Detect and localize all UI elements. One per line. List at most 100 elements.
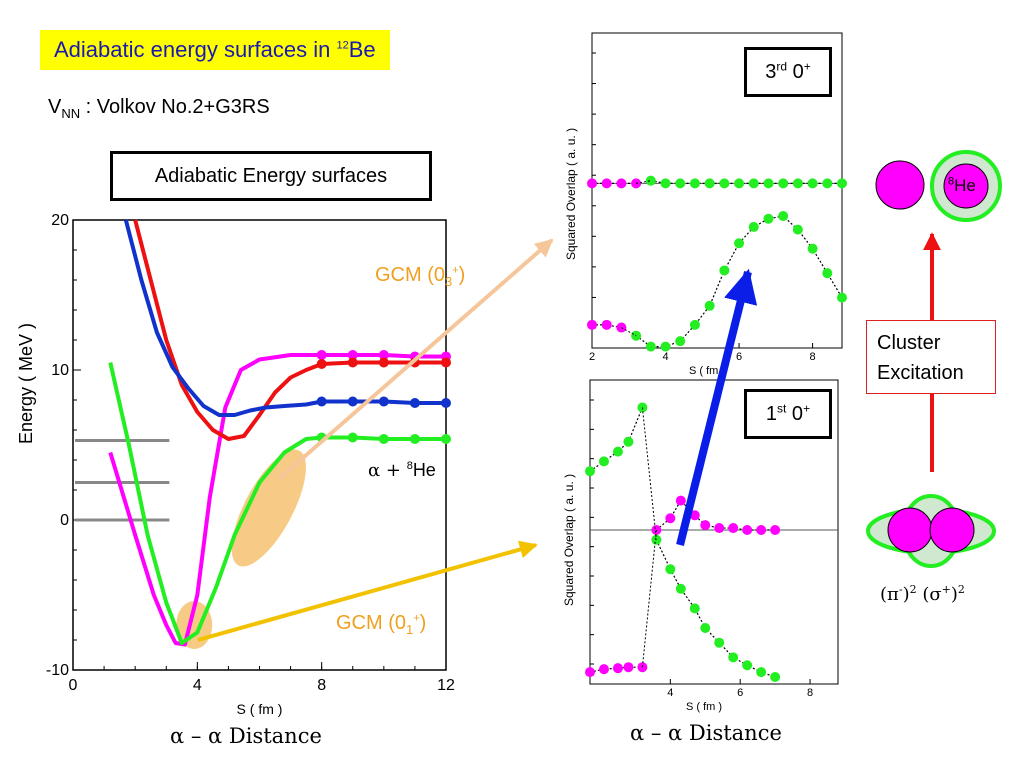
overlap-point-magenta: [601, 319, 612, 330]
overlap-point-magenta: [728, 523, 739, 534]
energy-point-magenta: [347, 350, 358, 360]
energy-point-red: [441, 357, 451, 368]
title-mass-number: 12: [336, 39, 349, 52]
cluster-excitation-box: Cluster Excitation: [866, 320, 996, 394]
third-state-label: 0: [787, 61, 804, 83]
overlap-connector: [621, 327, 637, 337]
main-distance-label: α – α Distance: [170, 724, 322, 748]
y-tick-label: 0: [60, 512, 69, 529]
overlap-point-green: [822, 268, 833, 279]
x-tick-label: 12: [437, 677, 455, 694]
third-state-box: 3rd 0+: [744, 47, 832, 97]
overlap-point-magenta: [742, 525, 753, 535]
sigma-close: ): [950, 584, 958, 605]
overlap-plot-frame: [589, 379, 839, 685]
potential-name: : Volkov No.2+G3RS: [80, 96, 270, 118]
gcm3-text: GCM (0: [375, 264, 445, 286]
third-state-parity: +: [803, 59, 811, 74]
overlap-connector: [636, 180, 651, 184]
orbital-config-label: (π-)2 (σ+)2: [880, 584, 965, 605]
overlap-point-green: [748, 221, 759, 232]
x-tick-label: 0: [69, 677, 78, 694]
overlap-point-magenta: [587, 178, 597, 189]
gcm3-subscript: 3: [445, 274, 453, 289]
overlap-point-magenta: [612, 663, 623, 674]
overlap-point-green: [778, 178, 789, 189]
overlap-point-green: [837, 178, 847, 189]
potential-label: VNN : Volkov No.2+G3RS: [48, 96, 270, 121]
third-state-number: 3: [765, 61, 777, 83]
x-tick-label: 2: [589, 351, 595, 363]
pi-open: (π: [880, 584, 899, 605]
overlap-point-magenta: [714, 523, 725, 534]
first-state-ordinal: st: [777, 401, 787, 416]
pi-close: ): [902, 584, 910, 605]
overlap-point-magenta: [689, 510, 700, 521]
gcm1-subscript: 1: [406, 622, 414, 637]
gcm-third-label: GCM (03+): [375, 264, 466, 289]
cluster-line-1: Cluster: [877, 332, 941, 354]
gcm1-text: GCM (0: [336, 612, 406, 634]
energy-curve-magenta: [108, 353, 446, 647]
overlap-point-green: [792, 178, 803, 189]
x-tick-label: 8: [810, 351, 816, 363]
potential-symbol: V: [48, 96, 62, 118]
gcm-first-label: GCM (01+): [336, 612, 427, 637]
x-tick-label: 4: [662, 351, 668, 363]
overlap-point-green: [660, 178, 671, 189]
overlap-curve: [655, 499, 776, 531]
overlap-curve: [655, 539, 776, 678]
overlap-point-green: [742, 660, 753, 671]
decorations: [197, 150, 1002, 642]
overlap-plot-frame: [591, 32, 843, 349]
overlap-point-green: [623, 436, 634, 447]
overlap-point-green: [689, 603, 700, 614]
overlap-point-green: [675, 583, 686, 594]
energy-point-blue: [347, 396, 358, 407]
overlap-point-green: [807, 243, 818, 254]
overlap-point-magenta: [700, 520, 711, 531]
overlap-point-green: [700, 623, 711, 633]
overlap-point-green: [704, 178, 715, 189]
he-element: He: [412, 460, 436, 480]
side-distance-label: α – α Distance: [630, 721, 782, 745]
y-tick-label: 20: [51, 212, 69, 229]
x-tick-label: 6: [737, 687, 743, 699]
alpha-right: [929, 507, 975, 553]
x-tick-label: 8: [807, 687, 813, 699]
overlap-point-green: [770, 672, 781, 682]
overlap-point-magenta: [601, 178, 612, 189]
gcm1-arrow: [197, 540, 538, 642]
overlap-point-green: [598, 456, 609, 467]
x-tick-label: 6: [736, 351, 742, 363]
overlap-connector: [641, 529, 657, 668]
first-state-parity: +: [803, 401, 811, 416]
cluster-line-2: Excitation: [877, 362, 964, 384]
overlap-point-green: [734, 238, 745, 249]
energy-point-blue: [316, 396, 327, 407]
overlap-point-green: [665, 564, 676, 575]
title-element: Be: [348, 37, 376, 62]
overlap-point-green: [807, 178, 818, 189]
he8-cluster-label: 8He: [948, 176, 976, 196]
energy-curve-blue: [123, 219, 446, 417]
he8-mass-number: 8: [948, 175, 955, 188]
energy-point-blue: [409, 398, 420, 408]
energy-point-red: [316, 359, 327, 369]
overlap-point-green: [719, 265, 730, 276]
first-state-box: 1st 0+: [744, 389, 832, 439]
overlap-point-green: [704, 300, 715, 311]
gcm3-highlight: [231, 449, 306, 567]
alpha-left: [887, 507, 933, 553]
alpha-cluster: [875, 160, 925, 210]
third-state-ordinal: rd: [776, 59, 788, 74]
overlap-x-axis-label: S ( fm ): [689, 365, 725, 377]
overlap-point-magenta: [675, 495, 686, 506]
main-chart-title-box: Adiabatic Energy surfaces: [110, 151, 432, 201]
overlap-point-green: [612, 446, 623, 457]
sigma-power: 2: [957, 583, 965, 596]
first-overlap-chart: 4 6 8 S ( fm ): [585, 379, 839, 713]
potential-subscript: NN: [61, 106, 81, 121]
